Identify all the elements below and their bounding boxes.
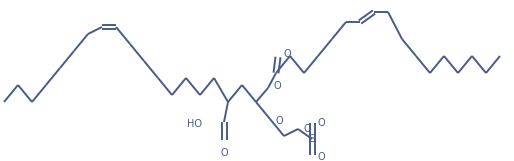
Text: O: O [283, 49, 290, 59]
Text: S: S [308, 134, 316, 144]
Text: HO: HO [187, 119, 202, 129]
Text: O: O [318, 118, 326, 128]
Text: O: O [303, 124, 310, 134]
Text: O: O [318, 152, 326, 161]
Text: O: O [220, 148, 228, 158]
Text: O: O [273, 81, 281, 91]
Text: O: O [275, 116, 283, 126]
